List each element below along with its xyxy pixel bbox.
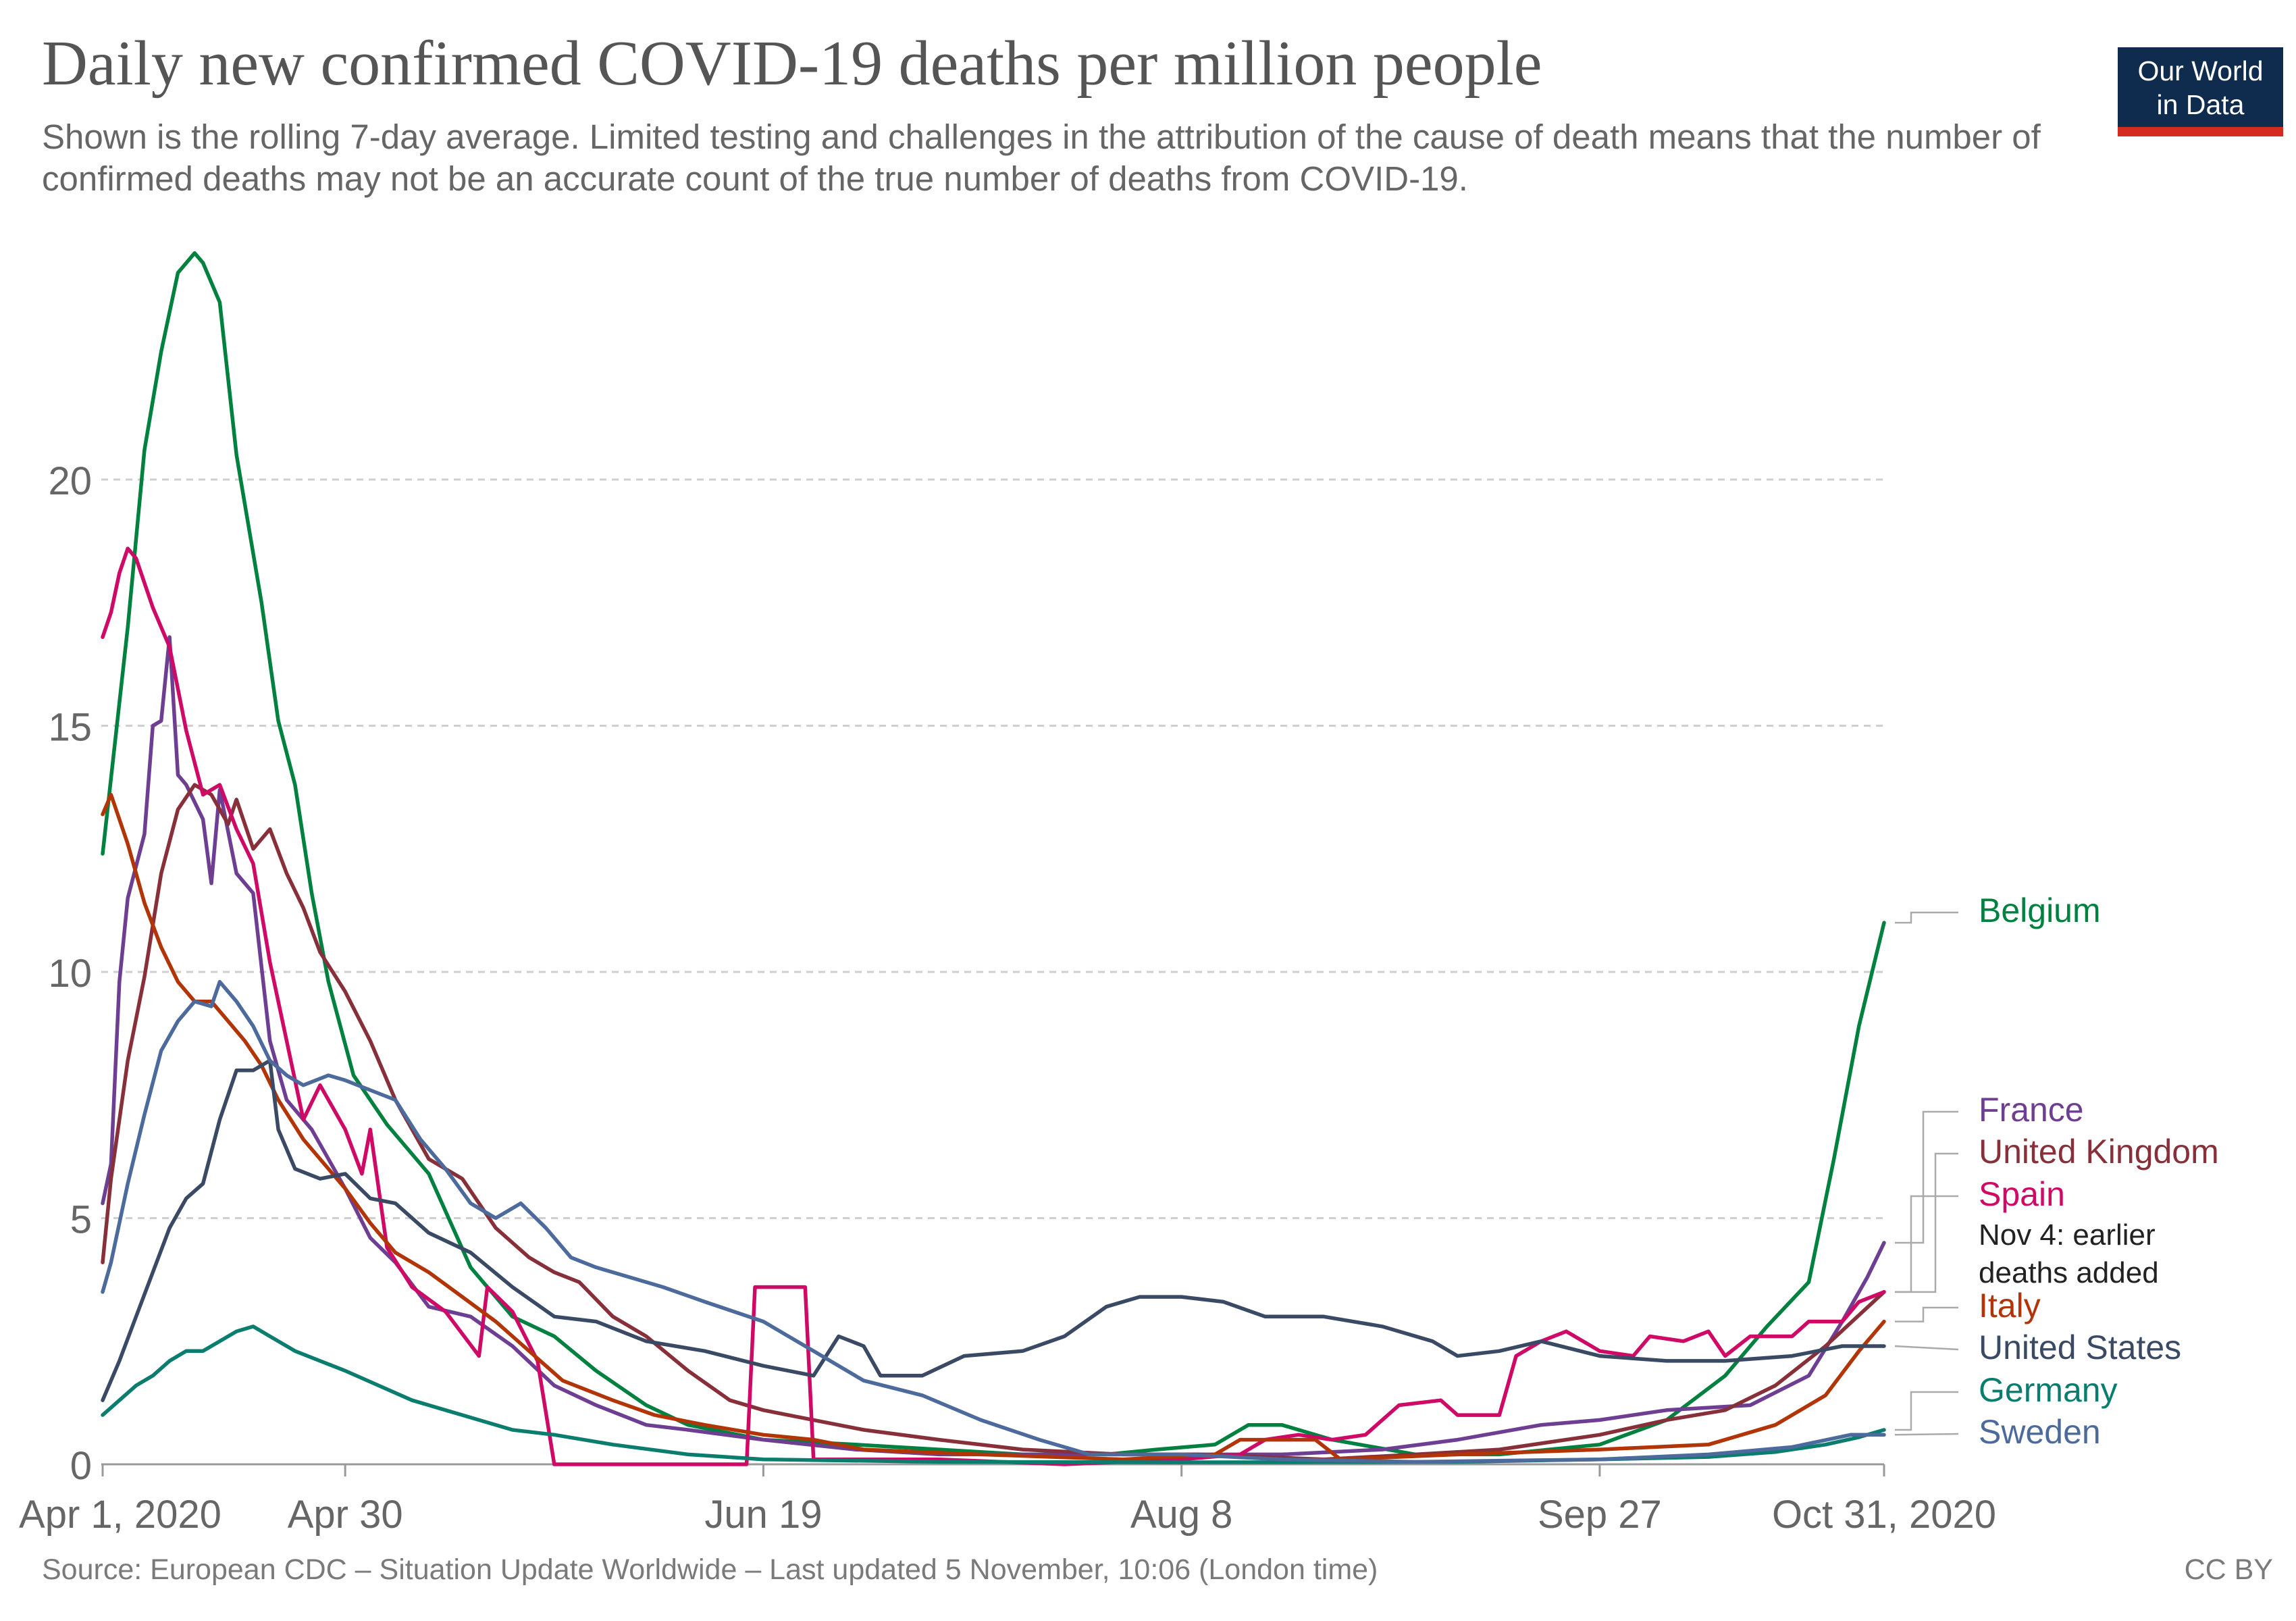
x-axis: Apr 1, 2020 Apr 30 Jun 19 Aug 8 Sep 27 Oct 31… xyxy=(19,1463,1996,1537)
annotation-nov-4: Nov 4: earlier deaths added xyxy=(1979,1218,2159,1289)
series-line-italy xyxy=(101,792,1886,1462)
legend-label-germany: Germany xyxy=(1979,1371,2118,1409)
owid-logo[interactable]: Our World in Data xyxy=(2118,47,2283,136)
logo-line-1: Our World xyxy=(2137,55,2264,86)
series-line-belgium xyxy=(101,251,1886,1457)
series-line-germany xyxy=(101,1324,1886,1464)
x-tick-label: Oct 31, 2020 xyxy=(1772,1493,1996,1537)
chart-title: Daily new confirmed COVID-19 deaths per … xyxy=(42,28,1542,99)
gridlines xyxy=(101,478,1884,1219)
annotation-line-2: deaths added xyxy=(1979,1256,2159,1289)
legend-connector xyxy=(1894,1433,1959,1436)
series-line-united-states xyxy=(101,1058,1886,1402)
series-lines xyxy=(101,251,1886,1466)
source-note[interactable]: Source: European CDC – Situation Update … xyxy=(42,1553,1378,1586)
x-tick-label: Apr 30 xyxy=(288,1493,403,1537)
x-tick-label: Sep 27 xyxy=(1538,1493,1662,1537)
series-line-france xyxy=(101,635,1886,1457)
legend-label-italy: Italy xyxy=(1979,1287,2041,1324)
legend: Belgium France United Kingdom Spain Italy Uni… xyxy=(1894,892,2219,1451)
y-axis: 0 5 10 15 20 xyxy=(48,459,92,1488)
chart-subtitle: Shown is the rolling 7-day average. Limi… xyxy=(42,118,2041,198)
legend-connector xyxy=(1895,1152,1958,1293)
y-tick-label: 5 xyxy=(70,1198,92,1242)
legend-label-spain: Spain xyxy=(1979,1175,2065,1213)
y-tick-label: 0 xyxy=(70,1444,92,1488)
legend-connector xyxy=(1895,1110,1958,1244)
annotation-line-1: Nov 4: earlier xyxy=(1979,1218,2156,1252)
legend-label-united-states: United States xyxy=(1979,1329,2181,1366)
x-tick-label: Apr 1, 2020 xyxy=(19,1493,221,1537)
y-tick-label: 20 xyxy=(48,459,92,503)
legend-connector xyxy=(1895,1391,1958,1431)
legend-connector xyxy=(1895,1195,1958,1293)
y-tick-label: 15 xyxy=(48,706,92,750)
license-link[interactable]: CC BY xyxy=(2184,1553,2273,1586)
legend-label-united-kingdom: United Kingdom xyxy=(1979,1133,2219,1170)
series-line-spain xyxy=(101,546,1886,1466)
legend-connector xyxy=(1895,1306,1958,1322)
logo-line-2: in Data xyxy=(2156,89,2245,120)
legend-label-sweden: Sweden xyxy=(1979,1413,2101,1451)
series-line-sweden xyxy=(101,979,1886,1464)
x-tick-label: Jun 19 xyxy=(704,1493,822,1537)
y-tick-label: 10 xyxy=(48,952,92,996)
legend-connector xyxy=(1894,1345,1959,1351)
x-tick-label: Aug 8 xyxy=(1130,1493,1233,1537)
legend-label-france: France xyxy=(1979,1091,2084,1129)
legend-connector xyxy=(1895,911,1958,924)
legend-label-belgium: Belgium xyxy=(1979,892,2101,929)
